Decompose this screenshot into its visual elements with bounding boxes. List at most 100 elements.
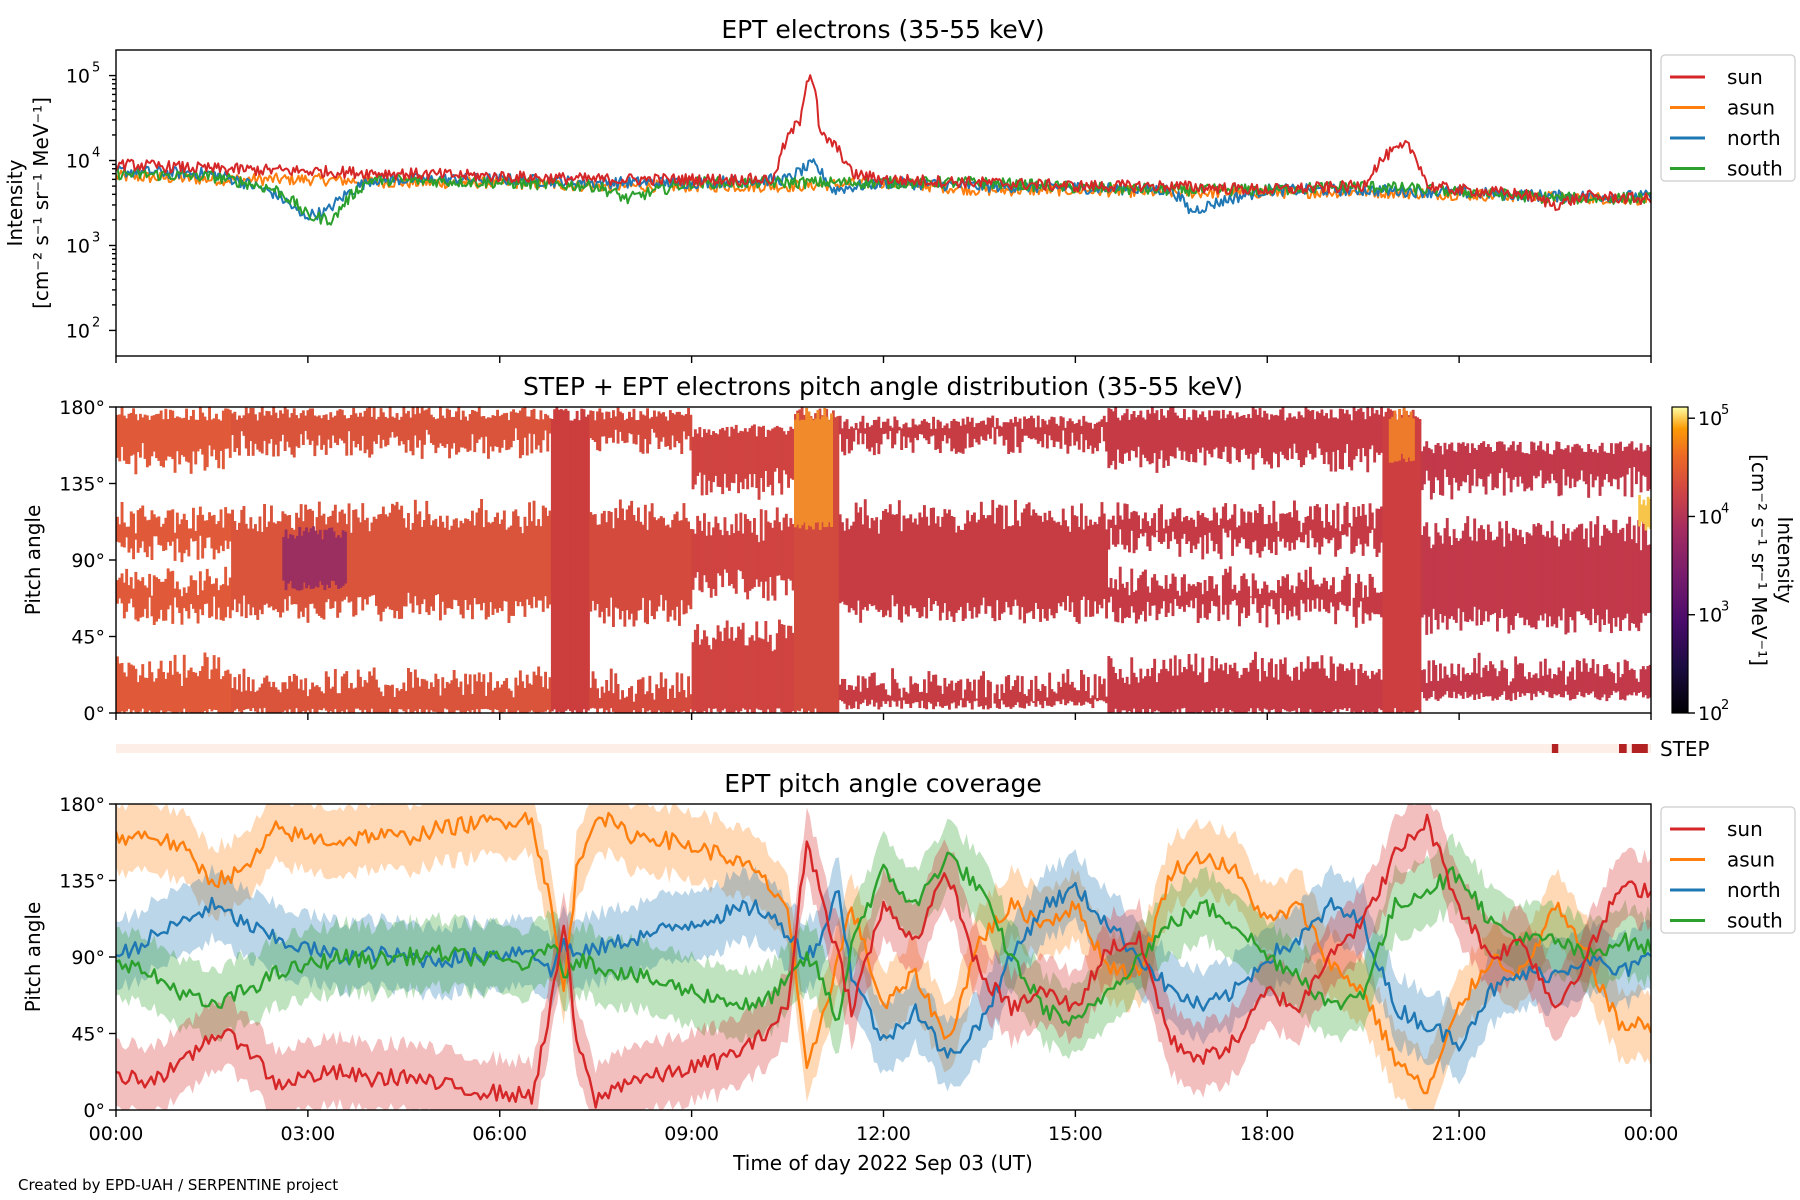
heatmap-cell xyxy=(1546,443,1549,481)
heatmap-cell xyxy=(159,526,163,546)
heatmap-cell xyxy=(948,509,951,612)
heatmap-cell xyxy=(1089,698,1092,704)
heatmap-cell xyxy=(1557,442,1561,497)
heatmap-cell xyxy=(569,420,572,712)
heatmap-cell xyxy=(139,675,142,712)
panel3-title: EPT pitch angle coverage xyxy=(724,769,1042,798)
heatmap-cell xyxy=(1189,517,1193,553)
y-tick-label: 180° xyxy=(59,794,105,816)
heatmap-cell xyxy=(746,645,750,713)
heatmap-cell xyxy=(1493,450,1497,488)
heatmap-cell xyxy=(466,684,470,711)
heatmap-cell xyxy=(562,410,566,713)
heatmap-cell xyxy=(221,527,225,552)
heatmap-cell xyxy=(762,425,765,492)
heatmap-cell xyxy=(198,407,202,449)
heatmap-cell xyxy=(1320,655,1324,713)
heatmap-cell xyxy=(1493,668,1497,699)
heatmap-cell xyxy=(377,416,381,435)
heatmap-cell xyxy=(1283,657,1287,711)
heatmap-cell xyxy=(432,687,435,712)
heatmap-cell xyxy=(1157,673,1161,712)
heatmap-cell xyxy=(559,409,563,713)
heatmap-cell xyxy=(509,525,513,616)
heatmap-cell xyxy=(1578,445,1581,480)
heatmap-cell xyxy=(938,526,942,621)
heatmap-cell xyxy=(180,686,184,713)
heatmap-cell xyxy=(957,421,960,453)
heatmap-cell xyxy=(434,673,438,712)
heatmap-cell xyxy=(1210,415,1214,458)
heatmap-cell xyxy=(136,420,140,453)
heatmap-cell xyxy=(1306,515,1310,548)
heatmap-cell xyxy=(863,428,867,434)
heatmap-cell xyxy=(1511,527,1515,630)
heatmap-cell xyxy=(1534,526,1538,630)
heatmap-cell xyxy=(143,677,147,713)
heatmap-cell xyxy=(884,509,888,616)
heatmap-cell xyxy=(1482,441,1486,487)
heatmap-cell xyxy=(975,522,979,618)
heatmap-cell xyxy=(966,678,970,701)
heatmap-cell xyxy=(854,502,858,615)
heatmap-cell xyxy=(1130,512,1134,531)
heatmap-cell xyxy=(920,517,924,617)
heatmap-cell xyxy=(224,670,228,713)
heatmap-cell xyxy=(1521,452,1524,484)
footer-credit: Created by EPD-UAH / SERPENTINE project xyxy=(18,1176,338,1194)
heatmap-cell xyxy=(1157,585,1161,614)
heatmap-cell xyxy=(1454,538,1458,623)
heatmap-cell xyxy=(753,640,756,713)
y-tick-label: 10 xyxy=(66,235,90,257)
y-tick-exponent: 2 xyxy=(92,315,100,330)
heatmap-cell xyxy=(258,516,262,610)
heatmap-cell xyxy=(238,415,241,456)
heatmap-cell xyxy=(1644,450,1648,477)
heatmap-cell xyxy=(714,639,718,709)
heatmap-cell xyxy=(1336,592,1340,611)
heatmap-cell xyxy=(1075,516,1079,622)
heatmap-cell xyxy=(909,676,913,708)
heatmap-cell xyxy=(1359,581,1363,602)
heatmap-cell xyxy=(293,538,297,589)
heatmap-cell xyxy=(1500,660,1504,695)
heatmap-cell xyxy=(1238,416,1241,463)
heatmap-cell xyxy=(162,672,165,713)
heatmap-cell xyxy=(1368,573,1372,621)
heatmap-cell xyxy=(120,407,124,447)
heatmap-cell xyxy=(1575,527,1579,612)
heatmap-cell xyxy=(673,698,677,713)
heatmap-cell xyxy=(251,408,255,456)
heatmap-cell xyxy=(1004,676,1008,708)
heatmap-cell xyxy=(1443,442,1447,470)
heatmap-cell xyxy=(480,416,483,438)
heatmap-cell xyxy=(1240,508,1244,538)
heatmap-cell xyxy=(1457,541,1461,609)
heatmap-cell xyxy=(231,413,234,435)
heatmap-cell xyxy=(180,596,184,625)
heatmap-cell xyxy=(780,624,784,712)
heatmap-cell xyxy=(175,671,179,713)
heatmap-cell xyxy=(743,428,747,479)
heatmap-cell xyxy=(882,421,885,435)
heatmap-cell xyxy=(1648,664,1651,698)
heatmap-cell xyxy=(1247,671,1251,712)
heatmap-cell xyxy=(518,410,522,459)
heatmap-cell xyxy=(436,679,440,713)
heatmap-cell xyxy=(1568,671,1572,701)
x-tick-label: 21:00 xyxy=(1432,1123,1487,1145)
heatmap-cell xyxy=(541,687,545,713)
y-tick-exponent: 3 xyxy=(92,230,100,245)
heatmap-cell xyxy=(646,691,649,712)
heatmap-cell xyxy=(593,678,597,709)
heatmap-cell xyxy=(129,577,133,599)
heatmap-cell xyxy=(187,586,191,619)
heatmap-cell xyxy=(725,427,729,488)
heatmap-cell xyxy=(637,679,640,713)
heatmap-cell xyxy=(345,418,349,456)
heatmap-cell xyxy=(175,512,179,539)
heatmap-cell xyxy=(393,697,397,713)
y-tick-label: 10 xyxy=(66,151,90,173)
heatmap-cell xyxy=(982,515,985,598)
heatmap-cell xyxy=(888,504,892,618)
